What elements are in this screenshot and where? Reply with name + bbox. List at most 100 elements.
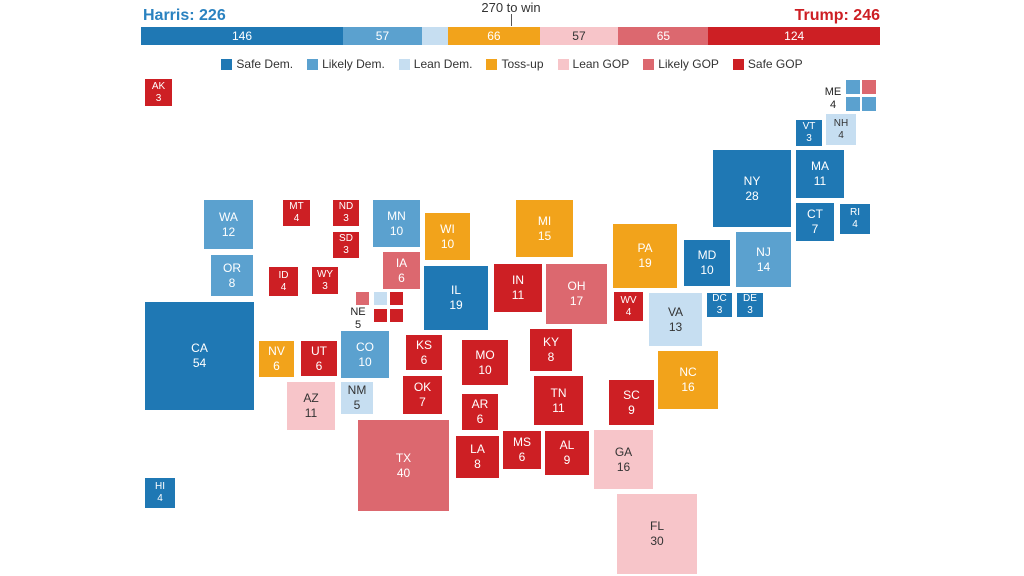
state-md[interactable]: MD 10 [684,240,730,286]
state-wy[interactable]: WY 3 [312,267,338,294]
state-abbr: WA [219,209,238,224]
district-ne-5[interactable] [390,309,403,322]
state-il[interactable]: IL 19 [424,266,488,330]
state-ak[interactable]: AK 3 [145,79,172,106]
district-me-3[interactable] [846,97,860,111]
legend-label: Likely GOP [658,57,719,71]
state-sd[interactable]: SD 3 [333,232,359,258]
state-tx[interactable]: TX 40 [358,420,449,511]
state-nd[interactable]: ND 3 [333,200,359,226]
win-threshold-label: 270 to win [481,0,541,15]
state-electoral-votes: 10 [389,223,404,238]
state-abbr: WV [620,294,637,306]
state-abbr: DC [712,293,727,304]
state-abbr: MA [811,159,829,173]
state-nv[interactable]: NV 6 [259,341,294,377]
state-mt[interactable]: MT 4 [283,200,310,226]
state-abbr: NH [833,117,849,129]
state-vt[interactable]: VT 3 [796,120,822,146]
state-ct[interactable]: CT 7 [796,203,834,241]
state-ri[interactable]: RI 4 [840,204,870,234]
state-abbr: LA [470,442,485,456]
state-va[interactable]: VA 13 [649,293,702,346]
state-nm[interactable]: NM 5 [341,382,373,414]
state-electoral-votes: 11 [304,406,318,420]
district-ne-2[interactable] [374,292,387,305]
state-az[interactable]: AZ 11 [287,382,335,430]
state-fl[interactable]: FL 30 [617,494,697,574]
state-electoral-votes: 6 [518,450,526,464]
state-nj[interactable]: NJ 14 [736,232,791,287]
state-electoral-votes: 17 [569,294,584,308]
state-abbr: FL [649,519,664,533]
legend-label: Safe GOP [747,57,803,71]
state-dc[interactable]: DC 3 [707,293,732,317]
state-la[interactable]: LA 8 [456,436,499,478]
state-ks[interactable]: KS 6 [406,335,442,370]
legend-item-lean-dem: Lean Dem. [398,57,472,71]
state-abbr: AR [471,397,489,411]
bar-segment-likely-dem: 57 [343,27,422,45]
state-mo[interactable]: MO 10 [462,340,508,385]
state-hi[interactable]: HI 4 [145,478,175,508]
state-ut[interactable]: UT 6 [301,341,337,376]
state-wv[interactable]: WV 4 [614,292,643,321]
state-wi[interactable]: WI 10 [425,213,470,260]
state-ia[interactable]: IA 6 [383,252,420,289]
district-me-2[interactable] [862,80,876,94]
state-ky[interactable]: KY 8 [530,329,572,371]
legend-item-safe-gop: Safe GOP [732,57,803,71]
state-wa[interactable]: WA 12 [204,200,253,249]
state-electoral-votes: 28 [745,188,759,203]
state-abbr: SC [623,387,640,402]
bar-segment-safe-gop: 124 [708,27,880,45]
state-co[interactable]: CO 10 [341,331,389,378]
state-abbr: IN [512,273,524,287]
state-electoral-votes: 11 [552,400,565,415]
state-pa[interactable]: PA 19 [613,224,677,288]
state-in[interactable]: IN 11 [494,264,542,312]
bar-segment-lean-dem [421,27,449,45]
state-id[interactable]: ID 4 [269,267,298,296]
district-me-1[interactable] [846,80,860,94]
harris-total: Harris: 226 [143,7,226,24]
state-abbr: NY [743,173,761,188]
state-ma[interactable]: MA 11 [796,150,844,198]
district-ne-3[interactable] [390,292,403,305]
state-abbr: SD [339,233,353,244]
state-electoral-votes: 4 [157,493,163,504]
win-threshold-marker [511,14,512,26]
district-me-4[interactable] [862,97,876,111]
state-sc[interactable]: SC 9 [609,380,654,425]
state-mn[interactable]: MN 10 [373,200,420,247]
state-tn[interactable]: TN 11 [534,376,583,425]
state-nc[interactable]: NC 16 [658,351,718,409]
state-ne-label: NE 5 [343,306,373,332]
state-abbr: MT [289,201,304,212]
state-electoral-votes: 8 [228,275,236,290]
state-oh[interactable]: OH 17 [546,264,607,324]
district-ne-1[interactable] [356,292,369,305]
legend-item-safe-dem: Safe Dem. [221,57,293,71]
state-de[interactable]: DE 3 [737,293,763,317]
state-abbr: VA [667,304,684,319]
state-electoral-votes: 6 [315,358,323,373]
state-ok[interactable]: OK 7 [403,376,442,414]
state-abbr: IL [450,283,461,297]
state-mi[interactable]: MI 15 [516,200,573,257]
district-ne-4[interactable] [374,309,387,322]
state-or[interactable]: OR 8 [211,255,253,296]
state-ar[interactable]: AR 6 [462,394,498,430]
state-ms[interactable]: MS 6 [503,431,541,469]
state-nh[interactable]: NH 4 [826,114,856,145]
state-ca[interactable]: CA 54 [145,302,254,410]
bar-segment-toss-up: 66 [448,27,540,45]
state-ga[interactable]: GA 16 [594,430,653,489]
state-abbr: NJ [756,244,771,259]
state-electoral-votes: 4 [852,219,858,230]
state-electoral-votes: 9 [563,453,571,467]
state-al[interactable]: AL 9 [545,431,589,475]
legend-swatch [486,58,498,70]
state-electoral-votes: 30 [650,534,664,548]
state-ny[interactable]: NY 28 [713,150,791,227]
